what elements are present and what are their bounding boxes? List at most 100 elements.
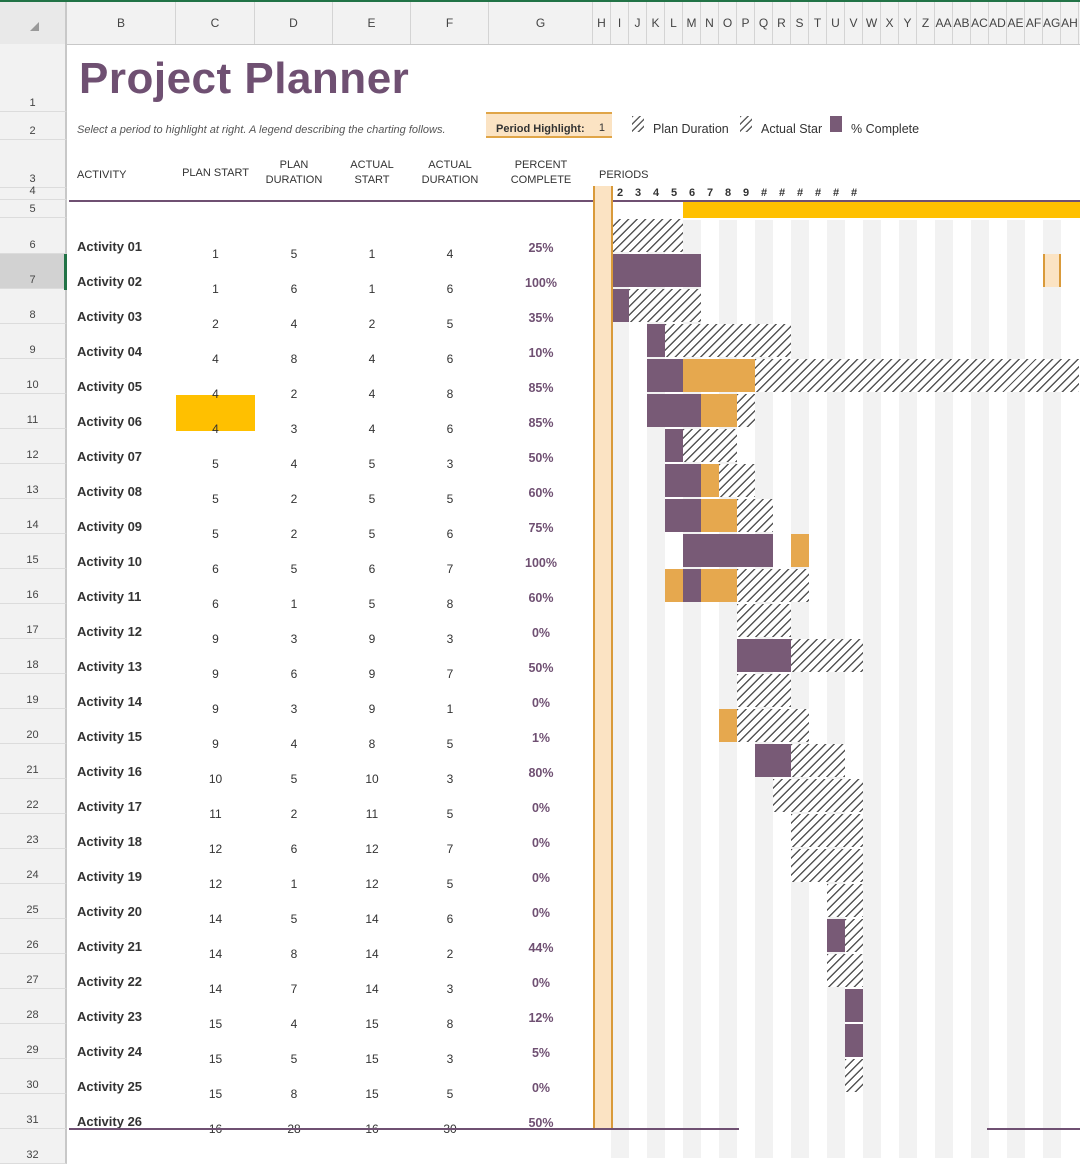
actual-duration-cell[interactable]: 3 (446, 457, 454, 471)
actual-duration-cell[interactable]: 5 (446, 737, 454, 751)
actual-start-cell[interactable]: 10 (365, 772, 379, 786)
activity-name[interactable]: Activity 23 (77, 1009, 143, 1024)
activity-name[interactable]: Activity 10 (77, 554, 143, 569)
activity-name[interactable]: Activity 11 (77, 589, 142, 604)
plan-duration-cell[interactable]: 8 (290, 947, 298, 961)
plan-start-cell[interactable]: 15 (208, 1087, 223, 1101)
column-header-v[interactable]: V (845, 2, 863, 44)
column-header-x[interactable]: X (881, 2, 899, 44)
activity-name[interactable]: Activity 20 (77, 904, 143, 919)
actual-duration-cell[interactable]: 3 (446, 772, 454, 786)
row-header-28[interactable]: 28 (0, 989, 67, 1024)
row-header-1[interactable]: 1 (0, 44, 67, 112)
column-header-e[interactable]: E (333, 2, 411, 44)
column-header-o[interactable]: O (719, 2, 737, 44)
actual-duration-cell[interactable]: 7 (446, 667, 454, 681)
percent-complete-cell[interactable]: 75% (528, 521, 554, 535)
plan-start-cell[interactable]: 2 (212, 317, 219, 331)
column-header-w[interactable]: W (863, 2, 881, 44)
plan-start-cell[interactable]: 5 (212, 492, 219, 506)
actual-duration-cell[interactable]: 6 (446, 527, 454, 541)
actual-start-cell[interactable]: 15 (365, 1052, 379, 1066)
row-header-21[interactable]: 21 (0, 744, 67, 779)
plan-duration-cell[interactable]: 8 (290, 1087, 298, 1101)
column-header-n[interactable]: N (701, 2, 719, 44)
actual-duration-cell[interactable]: 8 (446, 597, 454, 611)
percent-complete-cell[interactable]: 100% (525, 556, 557, 570)
column-header-ag[interactable]: AG (1043, 2, 1061, 44)
row-header-16[interactable]: 16 (0, 569, 67, 604)
column-header-t[interactable]: T (809, 2, 827, 44)
plan-start-cell[interactable]: 15 (208, 1017, 223, 1031)
column-header-g[interactable]: G (489, 2, 593, 44)
row-header-18[interactable]: 18 (0, 639, 67, 674)
row-header-3[interactable]: 3 (0, 140, 67, 188)
plan-duration-cell[interactable]: 5 (290, 562, 298, 576)
plan-start-cell[interactable]: 9 (212, 737, 219, 751)
actual-start-cell[interactable]: 12 (365, 877, 379, 891)
column-header-c[interactable]: C (176, 2, 255, 44)
row-header-26[interactable]: 26 (0, 919, 67, 954)
plan-duration-cell[interactable]: 6 (290, 842, 298, 856)
actual-duration-cell[interactable]: 6 (446, 912, 454, 926)
column-header-ab[interactable]: AB (953, 2, 971, 44)
plan-duration-cell[interactable]: 1 (290, 877, 298, 891)
actual-duration-cell[interactable]: 6 (446, 282, 454, 296)
actual-duration-cell[interactable]: 3 (446, 632, 454, 646)
percent-complete-cell[interactable]: 0% (531, 871, 551, 885)
percent-complete-cell[interactable]: 5% (531, 1046, 551, 1060)
plan-duration-cell[interactable]: 2 (290, 527, 298, 541)
percent-complete-cell[interactable]: 12% (528, 1011, 554, 1025)
select-all-button[interactable] (0, 2, 67, 44)
plan-duration-cell[interactable]: 3 (290, 702, 298, 716)
plan-duration-cell[interactable]: 3 (290, 632, 298, 646)
plan-start-cell[interactable]: 9 (212, 632, 219, 646)
row-header-30[interactable]: 30 (0, 1059, 67, 1094)
actual-start-cell[interactable]: 9 (368, 702, 376, 716)
plan-duration-cell[interactable]: 2 (290, 492, 298, 506)
plan-duration-cell[interactable]: 4 (290, 317, 298, 331)
actual-duration-cell[interactable]: 5 (446, 317, 454, 331)
plan-start-cell[interactable]: 9 (212, 702, 219, 716)
activity-name[interactable]: Activity 14 (77, 694, 143, 709)
column-header-h[interactable]: H (593, 2, 611, 44)
row-header-2[interactable]: 2 (0, 112, 67, 140)
percent-complete-cell[interactable]: 50% (528, 451, 554, 465)
actual-duration-cell[interactable]: 5 (446, 877, 454, 891)
actual-start-cell[interactable]: 6 (368, 562, 376, 576)
activity-name[interactable]: Activity 12 (77, 624, 143, 639)
column-header-p[interactable]: P (737, 2, 755, 44)
actual-duration-cell[interactable]: 1 (446, 702, 454, 716)
activity-name[interactable]: Activity 08 (77, 484, 143, 499)
actual-start-cell[interactable]: 15 (365, 1017, 379, 1031)
plan-duration-cell[interactable]: 4 (290, 1017, 298, 1031)
plan-start-cell[interactable]: 1 (212, 282, 219, 296)
plan-duration-cell[interactable]: 5 (290, 912, 298, 926)
row-header-19[interactable]: 19 (0, 674, 67, 709)
percent-complete-cell[interactable]: 25% (528, 241, 554, 255)
plan-start-cell[interactable]: 6 (212, 562, 219, 576)
activity-name[interactable]: Activity 24 (77, 1044, 143, 1059)
percent-complete-cell[interactable]: 1% (531, 731, 551, 745)
actual-duration-cell[interactable]: 5 (446, 492, 454, 506)
percent-complete-cell[interactable]: 10% (528, 346, 554, 360)
actual-start-cell[interactable]: 14 (365, 982, 379, 996)
percent-complete-cell[interactable]: 80% (528, 766, 554, 780)
row-header-24[interactable]: 24 (0, 849, 67, 884)
plan-start-cell[interactable]: 5 (212, 527, 219, 541)
plan-start-cell[interactable]: 14 (208, 912, 223, 926)
plan-duration-cell[interactable]: 5 (290, 772, 298, 786)
row-header-23[interactable]: 23 (0, 814, 67, 849)
actual-duration-cell[interactable]: 6 (446, 352, 454, 366)
actual-start-cell[interactable]: 9 (368, 667, 376, 681)
period-highlight-field[interactable]: Period Highlight: 1 (486, 112, 612, 138)
actual-start-cell[interactable]: 4 (368, 387, 376, 401)
column-header-z[interactable]: Z (917, 2, 935, 44)
plan-start-cell[interactable]: 14 (208, 982, 223, 996)
row-header-27[interactable]: 27 (0, 954, 67, 989)
actual-duration-cell[interactable]: 5 (446, 807, 454, 821)
activity-name[interactable]: Activity 25 (77, 1079, 143, 1094)
row-header-8[interactable]: 8 (0, 289, 67, 324)
actual-duration-cell[interactable]: 4 (446, 247, 454, 261)
activity-name[interactable]: Activity 01 (77, 239, 143, 254)
